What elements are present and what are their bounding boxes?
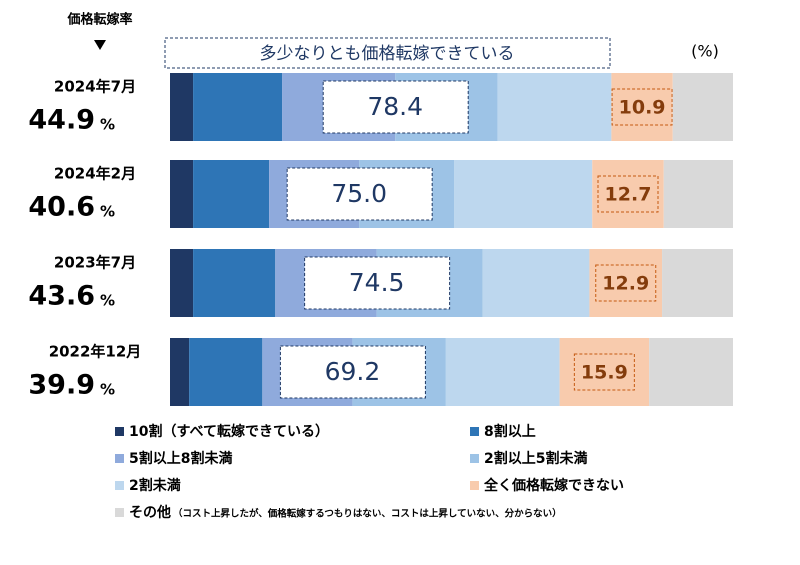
bar-segment bbox=[649, 338, 733, 406]
legend-label: 全く価格転嫁できない bbox=[483, 477, 624, 494]
rate-unit: % bbox=[100, 292, 115, 310]
legend-swatch bbox=[115, 508, 124, 517]
legend-label: 10割（すべて転嫁できている） bbox=[129, 423, 329, 440]
bar-segment bbox=[193, 73, 283, 141]
rate-value: 44.9 bbox=[28, 105, 95, 136]
bar-segment bbox=[497, 73, 612, 141]
total-label: 74.5 bbox=[349, 268, 405, 297]
data-label: 12.7 bbox=[605, 184, 652, 206]
category-label: 2023年7月 bbox=[54, 254, 136, 272]
rate-unit: % bbox=[100, 203, 115, 221]
total-box bbox=[322, 80, 469, 134]
bar-segment bbox=[672, 73, 733, 141]
total-box bbox=[304, 256, 451, 310]
rate-unit: % bbox=[100, 381, 115, 399]
bar-segment bbox=[589, 249, 663, 317]
bar-segment bbox=[592, 160, 664, 228]
none-box bbox=[573, 353, 635, 391]
bar-segment bbox=[445, 338, 560, 406]
legend-note: （コスト上昇したが、価格転嫁するつもりはない、コストは上昇していない、分からない… bbox=[173, 508, 562, 520]
legend-label: 2割以上5割未満 bbox=[484, 450, 587, 467]
legend-label: 5割以上8割未満 bbox=[129, 450, 232, 467]
data-label: 15.9 bbox=[581, 362, 628, 384]
category-label: 2024年7月 bbox=[54, 78, 136, 96]
data-label: 10.9 bbox=[619, 97, 666, 119]
bar-segment bbox=[170, 160, 194, 228]
bar-segment bbox=[193, 160, 270, 228]
bar-segment bbox=[662, 249, 733, 317]
none-box bbox=[595, 264, 657, 302]
bar-segment bbox=[170, 249, 194, 317]
rate-value: 43.6 bbox=[28, 281, 95, 312]
data-label: 12.9 bbox=[602, 273, 649, 295]
bar-segment bbox=[170, 338, 190, 406]
bar-segment bbox=[611, 73, 673, 141]
rate-value: 39.9 bbox=[28, 370, 95, 401]
legend-swatch bbox=[115, 454, 124, 463]
none-box bbox=[611, 88, 673, 126]
legend-label: 8割以上 bbox=[484, 423, 536, 440]
total-box bbox=[286, 167, 433, 221]
bar-segment bbox=[189, 338, 263, 406]
legend-label: その他 bbox=[129, 504, 171, 521]
legend-swatch bbox=[115, 427, 124, 436]
bar-segment bbox=[193, 249, 276, 317]
category-label: 2024年2月 bbox=[54, 165, 136, 183]
none-box bbox=[597, 175, 659, 213]
bar-segment bbox=[170, 73, 194, 141]
bar-segment bbox=[663, 160, 733, 228]
rate-unit: % bbox=[100, 116, 115, 134]
legend-swatch bbox=[470, 481, 479, 490]
rate-arrow bbox=[94, 40, 106, 50]
legend-label: 2割未満 bbox=[129, 477, 181, 494]
total-label: 78.4 bbox=[367, 92, 423, 121]
bar-segment bbox=[454, 160, 593, 228]
bar-segment bbox=[482, 249, 590, 317]
bracket-label: 多少なりとも価格転嫁できている bbox=[260, 44, 515, 64]
unit-label: (%) bbox=[691, 42, 719, 61]
legend-swatch bbox=[470, 427, 479, 436]
rate-value: 40.6 bbox=[28, 192, 95, 223]
total-label: 69.2 bbox=[325, 357, 381, 386]
bracket-box bbox=[164, 37, 611, 69]
total-label: 75.0 bbox=[331, 179, 387, 208]
legend-swatch bbox=[115, 481, 124, 490]
category-label: 2022年12月 bbox=[49, 343, 142, 361]
rate-header: 価格転嫁率 bbox=[66, 12, 132, 28]
total-box bbox=[279, 345, 426, 399]
legend-swatch bbox=[470, 454, 479, 463]
